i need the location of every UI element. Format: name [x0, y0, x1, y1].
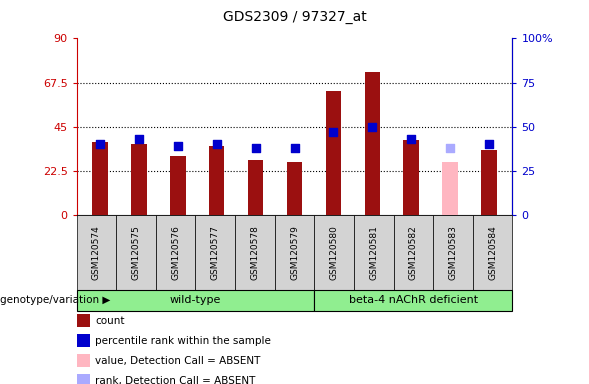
Text: GSM120580: GSM120580 — [330, 225, 339, 280]
Text: GSM120576: GSM120576 — [171, 225, 180, 280]
Text: percentile rank within the sample: percentile rank within the sample — [95, 336, 272, 346]
Point — [290, 145, 299, 151]
Text: GSM120578: GSM120578 — [250, 225, 259, 280]
Point — [368, 124, 377, 130]
Point — [134, 136, 144, 142]
Text: GSM120575: GSM120575 — [131, 225, 141, 280]
Text: GDS2309 / 97327_at: GDS2309 / 97327_at — [223, 10, 366, 24]
Text: GSM120579: GSM120579 — [290, 225, 299, 280]
Text: count: count — [95, 316, 125, 326]
Bar — [209, 146, 224, 215]
Bar — [248, 160, 263, 215]
Point — [329, 129, 338, 135]
Text: genotype/variation ▶: genotype/variation ▶ — [0, 295, 110, 306]
Point — [406, 136, 416, 142]
Bar — [326, 91, 341, 215]
Point — [251, 145, 260, 151]
Point — [95, 141, 105, 147]
Bar — [442, 162, 458, 215]
Text: GSM120574: GSM120574 — [92, 225, 101, 280]
Bar — [403, 141, 419, 215]
Text: wild-type: wild-type — [170, 295, 221, 306]
Bar — [365, 72, 380, 215]
Point — [173, 143, 183, 149]
Text: value, Detection Call = ABSENT: value, Detection Call = ABSENT — [95, 356, 261, 366]
Text: GSM120581: GSM120581 — [369, 225, 378, 280]
Bar — [170, 156, 186, 215]
Point — [212, 141, 221, 147]
Point — [484, 141, 494, 147]
Bar — [287, 162, 302, 215]
Text: GSM120583: GSM120583 — [448, 225, 458, 280]
Text: beta-4 nAChR deficient: beta-4 nAChR deficient — [349, 295, 478, 306]
Text: GSM120577: GSM120577 — [211, 225, 220, 280]
Bar — [92, 142, 108, 215]
Text: rank, Detection Call = ABSENT: rank, Detection Call = ABSENT — [95, 376, 256, 384]
Text: GSM120584: GSM120584 — [488, 225, 497, 280]
Bar — [131, 144, 147, 215]
Point — [445, 145, 455, 151]
Text: GSM120582: GSM120582 — [409, 225, 418, 280]
Bar — [481, 150, 497, 215]
